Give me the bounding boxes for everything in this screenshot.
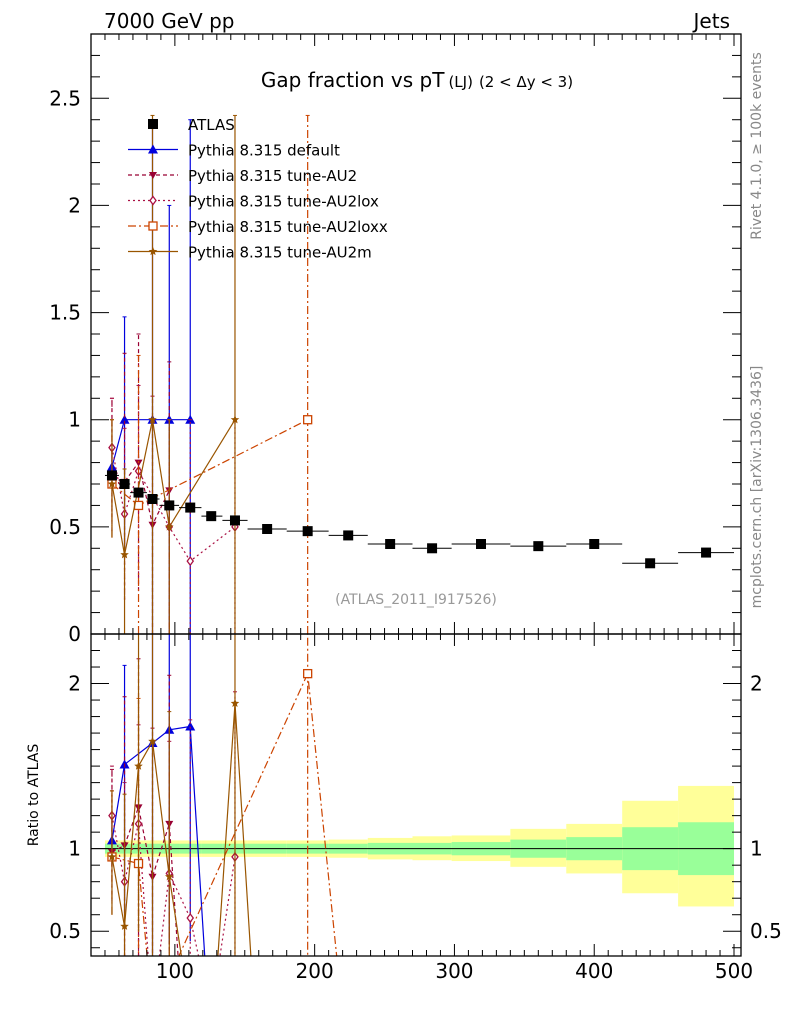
legend-marker-au2m	[148, 247, 158, 256]
ratio-plot-series	[106, 634, 338, 956]
atlas-point-7	[229, 515, 240, 526]
atlas-point-10	[343, 530, 354, 541]
atlas-point-3	[147, 494, 158, 504]
x-tick-label-400: 400	[575, 959, 613, 983]
main-atlas	[104, 470, 735, 569]
atlas-point-6	[206, 511, 217, 522]
main-au2m-point-0	[107, 479, 117, 488]
ratio-au2m-point-7	[230, 698, 240, 707]
main-au2loxx-point-2	[303, 415, 313, 425]
main-au2lox-line	[111, 447, 236, 562]
main-default-point-1	[119, 414, 130, 424]
legend-label-au2: Pythia 8.315 tune-AU2	[188, 167, 357, 185]
mcplots-label: mcplots.cern.ch [arXiv:1306.3436]	[749, 366, 765, 609]
legend-marker-default	[148, 144, 158, 154]
y-tick-label-main-2: 2	[68, 193, 81, 217]
ratio-au2m-point-4	[165, 872, 174, 881]
atlas-point-2	[133, 487, 144, 498]
main-au2m-point-1	[120, 550, 129, 559]
ratio-au2m	[107, 634, 252, 956]
y-tick-label-main-0: 0	[68, 622, 81, 646]
main-au2m-point-3	[165, 522, 174, 531]
header-left: 7000 GeV pp	[104, 9, 235, 33]
atlas-point-11	[385, 539, 396, 549]
legend-marker-au2loxx	[148, 221, 158, 231]
ratio-default-point-4	[185, 721, 196, 731]
plot-title: Gap fraction vs pT (LJ) (2 < Δy < 3)	[261, 68, 573, 92]
x-tick-label-200: 200	[296, 959, 334, 983]
y-tick-label-main-2.5: 2.5	[49, 86, 81, 110]
atlas-point-12	[427, 543, 438, 554]
atlas-point-15	[589, 539, 600, 549]
ratio-y-axis-label: Ratio to ATLAS	[26, 744, 42, 847]
atlas-point-17	[701, 547, 712, 558]
legend	[128, 119, 178, 256]
legend-label-atlas: ATLAS	[188, 116, 235, 134]
ratio-au2m-point-1	[120, 921, 129, 930]
legend-label-au2lox: Pythia 8.315 tune-AU2lox	[188, 193, 379, 211]
atlas-point-5	[185, 502, 196, 513]
main-au2m-point-4	[230, 415, 240, 424]
main-plot-series	[104, 114, 735, 634]
atlas-point-1	[119, 479, 130, 489]
y-tick-label-ratio-right-1: 1	[750, 837, 763, 861]
legend-marker-au2lox	[149, 195, 157, 206]
ratio-au2-line	[111, 805, 179, 956]
atlas-point-8	[262, 524, 273, 534]
atlas-point-14	[533, 541, 544, 552]
atlas-point-16	[645, 558, 656, 569]
ratio-au2loxx-point-3	[303, 668, 313, 679]
y-tick-label-ratio-right-0.5: 0.5	[750, 919, 782, 943]
rivet-version-label: Rivet 4.1.0, ≥ 100k events	[749, 52, 765, 240]
axis-tick-labels: 100 200 300 400 500 0.5 1 1.5 2 2.5 0 0.5 0.5 1 1 2 2 ATL…	[49, 86, 782, 983]
legend-label-au2m: Pythia 8.315 tune-AU2m	[188, 244, 372, 262]
header-right: Jets	[693, 9, 730, 33]
legend-marker-au2	[149, 172, 157, 179]
main-au2m-point-2	[148, 415, 157, 424]
y-tick-label-main-1.5: 1.5	[49, 301, 81, 325]
atlas-point-9	[302, 526, 313, 537]
legend-marker-atlas	[148, 119, 158, 129]
ratio-plot-frame	[90, 633, 742, 957]
ratio-au2m-point-2	[134, 761, 143, 770]
x-tick-label-300: 300	[435, 959, 473, 983]
ratio-au2lox-point-5	[186, 912, 195, 924]
x-tick-label-100: 100	[156, 959, 194, 983]
y-tick-label-main-0.5: 0.5	[49, 515, 81, 539]
y-tick-label-ratio-right-2: 2	[750, 672, 763, 696]
analysis-watermark: (ATLAS_2011_I917526)	[335, 592, 497, 608]
legend-label-default: Pythia 8.315 default	[188, 142, 340, 160]
atlas-point-0	[106, 470, 117, 481]
ratio-default-line	[111, 725, 206, 956]
y-tick-label-ratio-left-0.5: 0.5	[49, 919, 81, 943]
y-tick-label-ratio-left-1: 1	[68, 837, 81, 861]
ratio-au2m-point-0	[107, 852, 117, 861]
ratio-uncertainty-bands	[104, 785, 735, 907]
ratio-au2m-point-3	[148, 736, 157, 745]
x-tick-label-500: 500	[715, 959, 753, 983]
atlas-point-4	[164, 500, 175, 511]
atlas-point-13	[476, 539, 486, 549]
y-tick-label-ratio-left-2: 2	[68, 672, 81, 696]
axis-ticks	[91, 34, 741, 956]
legend-label-au2loxx: Pythia 8.315 tune-AU2loxx	[188, 218, 388, 236]
y-tick-label-main-1: 1	[68, 408, 81, 432]
main-au2	[107, 333, 174, 634]
main-default	[106, 119, 196, 634]
main-au2lox-point-4	[186, 556, 195, 567]
